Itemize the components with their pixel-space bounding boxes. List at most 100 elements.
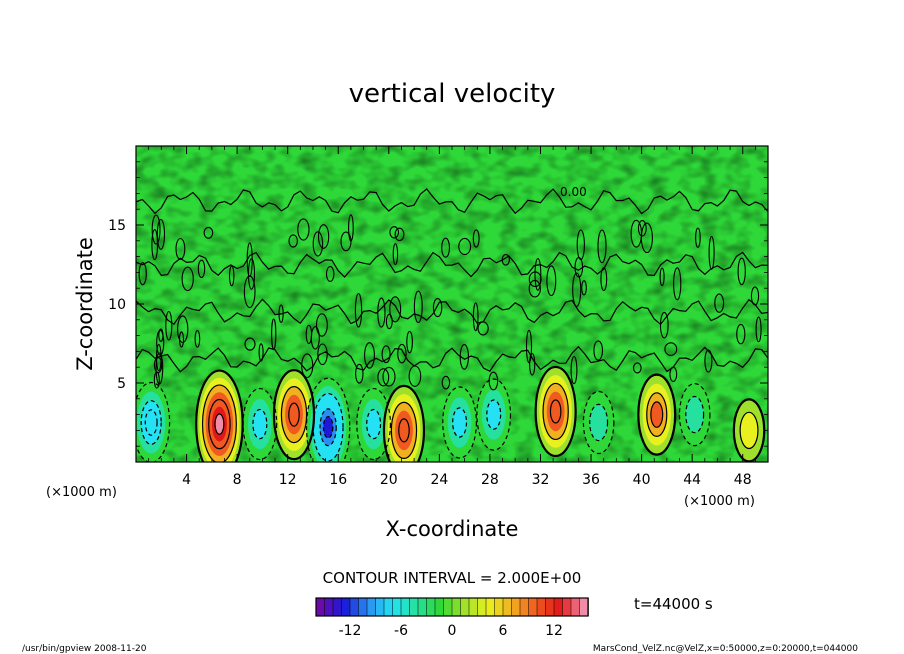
- contour-cell-2-2: [252, 408, 268, 440]
- turbulence-contour-57: [243, 275, 256, 309]
- turbulence-contour-16: [534, 257, 542, 291]
- x-axis-ticks: 4 8 12 16 20 24 28 32 36 40 44 48: [148, 146, 756, 488]
- colorbar-segment: [545, 597, 555, 617]
- contour-cell-6-2: [390, 401, 418, 459]
- turbulence-contour-85: [413, 290, 423, 324]
- contour-cell-3-2: [280, 386, 308, 444]
- contour-cell-5-0: [356, 387, 392, 461]
- velocity-cell-12-level-1: [685, 396, 704, 433]
- turbulence-contour-51: [354, 293, 363, 328]
- velocity-fields: [136, 146, 768, 462]
- turbulence-contour-1: [704, 349, 713, 373]
- turbulence-contour-71: [317, 224, 330, 249]
- turbulence-contour-17: [736, 323, 746, 345]
- x-tick-label: 4: [182, 472, 191, 488]
- colorbar-segment: [375, 597, 385, 617]
- turbulence-contour-76: [389, 226, 400, 239]
- colorbar-segment: [460, 597, 470, 617]
- colorbar-segment: [324, 597, 334, 617]
- y-axis-ticks: 5 10 15: [108, 161, 768, 447]
- turbulence-contour-26: [244, 337, 256, 351]
- zero-contour-1: [136, 298, 768, 326]
- turbulence-contour-79: [630, 219, 643, 248]
- turbulence-contour-29: [737, 257, 746, 286]
- colorbar-tick-label: 6: [499, 623, 508, 639]
- colorbar-segment: [332, 597, 343, 617]
- x-tick-label: 36: [582, 472, 600, 488]
- colorbar-tick-label: -12: [339, 623, 362, 639]
- x-tick-label: 24: [430, 472, 448, 488]
- x-tick-label: 44: [683, 472, 701, 488]
- turbulence-contour-4: [197, 259, 206, 278]
- turbulence-contour-49: [315, 313, 328, 337]
- contour-cell-11-0: [637, 373, 677, 456]
- colorbar-segment: [468, 597, 479, 617]
- x-tick-label: 48: [734, 472, 752, 488]
- velocity-cell-5-level-2: [366, 409, 381, 439]
- velocity-cell-10-level-1: [589, 404, 608, 441]
- velocity-cell-9-level-4: [550, 399, 561, 423]
- colorbar-tick-label: 12: [545, 623, 563, 639]
- contour-cell-6-4: [398, 418, 410, 443]
- colorbar-segment: [400, 597, 411, 617]
- contour-cell-8-0: [476, 378, 512, 451]
- turbulence-contour-77: [156, 329, 165, 356]
- turbulence-contour-44: [529, 353, 536, 376]
- colorbar-segment: [502, 597, 513, 617]
- turbulence-contour-55: [637, 220, 647, 237]
- colorbar-segment: [477, 597, 487, 617]
- turbulence-contour-36: [673, 267, 682, 301]
- turbulence-contour-20: [664, 342, 678, 356]
- turbulence-contour-47: [247, 258, 256, 290]
- velocity-cell-13-level-1: [740, 412, 758, 449]
- y-tick-label: 10: [108, 297, 126, 313]
- zero-contour-3: [136, 188, 768, 215]
- colorbar-segment: [485, 597, 496, 617]
- contour-cell-1-2: [201, 384, 237, 462]
- colorbar-segment: [392, 597, 402, 617]
- contour-cell-0-0: [136, 381, 171, 462]
- contour-cell-8-2: [486, 399, 502, 430]
- turbulence-contour-21: [546, 265, 557, 297]
- colorbar-segment: [579, 597, 589, 617]
- turbulence-contour-92: [392, 243, 399, 266]
- colorbar-segment: [451, 597, 462, 617]
- velocity-cell-11-level-3: [650, 401, 663, 428]
- colorbar-frame: [315, 597, 589, 617]
- turbulence-contour-5: [151, 229, 159, 261]
- contour-cell-4-4: [319, 408, 337, 447]
- turbulence-contour-68: [576, 229, 585, 261]
- turbulence-contour-11: [385, 313, 393, 330]
- contour-cell-3-4: [288, 402, 300, 427]
- turbulence-contour-63: [181, 266, 194, 292]
- colorbar-segment: [315, 597, 326, 617]
- x-tick-label: 28: [481, 472, 499, 488]
- turbulence-contour-7: [581, 280, 587, 296]
- contour-cell-9-0: [534, 365, 577, 458]
- contour-cell-4-0: [305, 377, 351, 462]
- contour-cell-1-4: [208, 398, 231, 450]
- contour-cell-10-0: [582, 390, 615, 455]
- contour-cell-10-1: [589, 403, 609, 442]
- contour-lines: [136, 188, 768, 462]
- contour-cell-9-4: [549, 399, 562, 424]
- turbulence-contour-3: [381, 345, 391, 364]
- turbulence-contour-91: [593, 340, 604, 361]
- turbulence-contour-80: [458, 237, 472, 256]
- turbulence-contour-27: [203, 226, 214, 239]
- colorbar-segment: [494, 597, 504, 617]
- colorbar-segment: [511, 597, 521, 617]
- turbulence-contour-6: [397, 343, 407, 364]
- turbulence-contour-58: [340, 231, 352, 252]
- colorbar-segment: [409, 597, 419, 617]
- colorbar-segment: [349, 597, 360, 617]
- contour-cell-0-2: [140, 400, 162, 445]
- colorbar: [315, 597, 589, 617]
- colorbar-segment: [528, 597, 538, 617]
- turbulence-contour-60: [472, 229, 480, 248]
- colorbar-segment: [426, 597, 436, 617]
- colorbar-tick-label: 0: [448, 623, 457, 639]
- turbulence-contour-87: [194, 330, 201, 348]
